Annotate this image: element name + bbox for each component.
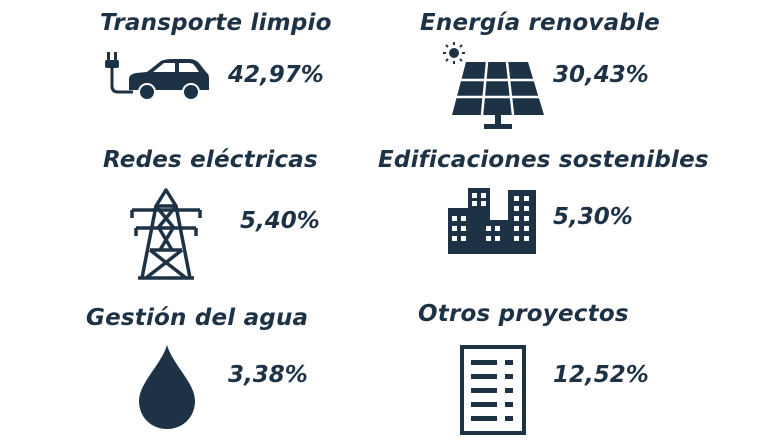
category-value: 12,52% bbox=[553, 362, 649, 388]
category-label: Gestión del agua bbox=[86, 305, 309, 331]
sun-icon bbox=[443, 42, 465, 64]
category-value: 42,97% bbox=[228, 62, 324, 88]
category-label: Edificaciones sostenibles bbox=[378, 147, 709, 173]
category-label: Energía renovable bbox=[420, 10, 660, 36]
power-tower-icon bbox=[126, 188, 206, 280]
category-label: Redes eléctricas bbox=[103, 147, 318, 173]
solar-panel-icon bbox=[436, 40, 546, 132]
category-label: Transporte limpio bbox=[100, 10, 332, 36]
water-drop-icon bbox=[135, 343, 199, 431]
buildings-icon bbox=[446, 186, 538, 256]
list-document-icon bbox=[459, 344, 529, 436]
category-label: Otros proyectos bbox=[418, 301, 629, 327]
category-value: 5,40% bbox=[240, 208, 320, 234]
category-value: 30,43% bbox=[553, 62, 649, 88]
category-value: 3,38% bbox=[228, 362, 308, 388]
electric-car-icon bbox=[103, 50, 211, 105]
category-value: 5,30% bbox=[553, 204, 633, 230]
